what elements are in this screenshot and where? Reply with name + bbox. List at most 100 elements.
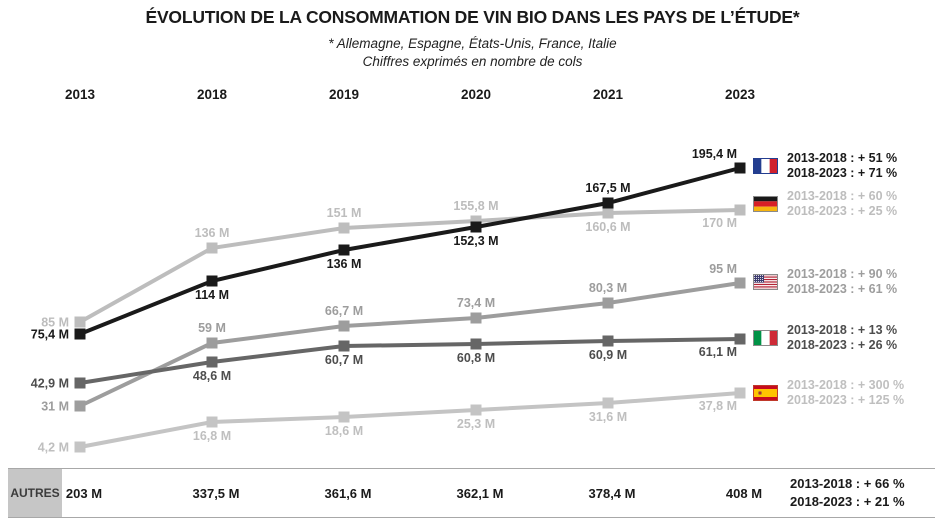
point-spain-2021 <box>602 397 614 409</box>
autres-row: AUTRES 203 M 337,5 M 361,6 M 362,1 M 378,4 M… <box>8 468 935 518</box>
legend-stat-2013-2018-usa: 2013-2018 : + 90 % <box>787 267 898 281</box>
point-label-france-2013: 75,4 M <box>31 328 69 342</box>
point-label-usa-2013: 31 M <box>41 400 69 414</box>
point-label-spain-2019: 18,6 M <box>325 424 363 438</box>
point-germany-2019 <box>338 222 350 234</box>
legend-item-france: 2013-2018 : + 51 % 2018-2023 : + 71 % <box>753 151 897 181</box>
autres-value-2020: 362,1 M <box>456 485 504 501</box>
point-france-2018 <box>206 275 218 287</box>
point-label-spain-2013: 4,2 M <box>38 441 69 455</box>
point-italy-2018 <box>206 356 218 368</box>
point-germany-2020 <box>470 215 482 227</box>
point-label-germany-2019: 151 M <box>327 206 362 220</box>
line-france <box>79 166 741 336</box>
point-label-usa-2020: 73,4 M <box>457 296 495 310</box>
year-tick-2023: 2023 <box>724 87 756 102</box>
autres-growth-stats: 2013-2018 : + 66 % 2018-2023 : + 21 % <box>790 475 905 511</box>
point-italy-2013 <box>74 377 86 389</box>
point-france-2019 <box>338 244 350 256</box>
autres-value-2023: 408 M <box>725 485 763 501</box>
legend-item-usa: 2013-2018 : + 90 % 2018-2023 : + 61 % <box>753 267 897 297</box>
point-label-italy-2020: 60,8 M <box>457 351 495 365</box>
point-usa-2013 <box>74 400 86 412</box>
autres-value-2018: 337,5 M <box>192 485 240 501</box>
point-germany-2023 <box>734 204 746 216</box>
point-label-spain-2020: 25,3 M <box>457 417 495 431</box>
point-spain-2020 <box>470 404 482 416</box>
point-label-spain-2018: 16,8 M <box>193 429 231 443</box>
point-spain-2023 <box>734 387 746 399</box>
point-label-italy-2018: 48,6 M <box>193 369 231 383</box>
page-title: ÉVOLUTION DE LA CONSOMMATION DE VIN BIO … <box>145 7 800 27</box>
year-tick-2019: 2019 <box>328 87 360 102</box>
point-label-france-2023: 195,4 M <box>692 147 737 161</box>
subtitle-countries: * Allemagne, Espagne, États-Unis, France… <box>328 36 617 51</box>
point-label-italy-2013: 42,9 M <box>31 377 69 391</box>
point-label-france-2018: 114 M <box>195 288 229 302</box>
point-label-germany-2023: 170 M <box>702 216 737 230</box>
point-label-germany-2018: 136 M <box>195 226 230 240</box>
point-france-2021 <box>602 197 614 209</box>
legend-stat-2013-2018-italy: 2013-2018 : + 13 % <box>787 323 898 337</box>
point-label-usa-2023: 95 M <box>709 262 737 276</box>
autres-growth-2013-2018: 2013-2018 : + 66 % <box>790 476 905 491</box>
point-label-spain-2021: 31,6 M <box>589 410 627 424</box>
point-label-usa-2021: 80,3 M <box>589 281 627 295</box>
germany-flag-icon <box>753 196 778 212</box>
point-usa-2021 <box>602 297 614 309</box>
italy-flag-icon <box>753 330 778 346</box>
point-label-italy-2019: 60,7 M <box>325 353 363 367</box>
legend-stat-2018-2023-usa: 2018-2023 : + 61 % <box>787 282 898 296</box>
year-tick-2013: 2013 <box>64 87 96 102</box>
usa-flag-icon <box>753 274 778 290</box>
autres-value-2013: 203 M <box>65 485 103 501</box>
point-germany-2018 <box>206 242 218 254</box>
legend-stat-2013-2018-france: 2013-2018 : + 51 % <box>787 151 898 165</box>
year-tick-2018: 2018 <box>196 87 228 102</box>
france-flag-icon <box>753 158 778 174</box>
point-italy-2020 <box>470 338 482 350</box>
point-germany-2021 <box>602 207 614 219</box>
point-italy-2021 <box>602 335 614 347</box>
year-tick-2020: 2020 <box>460 87 492 102</box>
legend-stat-2013-2018-germany: 2013-2018 : + 60 % <box>787 189 898 203</box>
point-label-germany-2021: 160,6 M <box>585 220 630 234</box>
legend-item-spain: 2013-2018 : + 300 % 2018-2023 : + 125 % <box>753 378 904 408</box>
point-label-france-2020: 152,3 M <box>453 234 498 248</box>
point-usa-2023 <box>734 277 746 289</box>
point-label-germany-2020: 155,8 M <box>453 199 498 213</box>
point-germany-2013 <box>74 316 86 328</box>
point-italy-2019 <box>338 340 350 352</box>
point-france-2023 <box>734 162 746 174</box>
legend-stat-2013-2018-spain: 2013-2018 : + 300 % <box>787 378 905 392</box>
point-usa-2019 <box>338 320 350 332</box>
point-usa-2020 <box>470 312 482 324</box>
legend-item-italy: 2013-2018 : + 13 % 2018-2023 : + 26 % <box>753 323 897 353</box>
point-spain-2019 <box>338 411 350 423</box>
point-label-france-2021: 167,5 M <box>585 181 630 195</box>
point-italy-2023 <box>734 333 746 345</box>
point-label-italy-2023: 61,1 M <box>699 345 737 359</box>
point-usa-2018 <box>206 337 218 349</box>
autres-growth-2018-2023: 2018-2023 : + 21 % <box>790 494 905 509</box>
point-label-germany-2013: 85 M <box>41 316 69 330</box>
point-label-italy-2021: 60,9 M <box>589 348 627 362</box>
spain-flag-icon <box>753 385 778 401</box>
point-france-2020 <box>470 221 482 233</box>
point-spain-2018 <box>206 416 218 428</box>
line-spain <box>79 391 741 449</box>
point-label-usa-2019: 66,7 M <box>325 304 363 318</box>
autres-value-2019: 361,6 M <box>324 485 372 501</box>
autres-label: AUTRES <box>8 469 62 517</box>
point-france-2013 <box>74 328 86 340</box>
point-label-france-2019: 136 M <box>327 257 362 271</box>
line-usa <box>79 281 741 408</box>
point-spain-2013 <box>74 441 86 453</box>
legend-stat-2018-2023-spain: 2018-2023 : + 125 % <box>787 393 905 407</box>
legend-stat-2018-2023-france: 2018-2023 : + 71 % <box>787 166 898 180</box>
autres-value-2021: 378,4 M <box>588 485 636 501</box>
point-label-spain-2023: 37,8 M <box>699 399 737 413</box>
point-label-usa-2018: 59 M <box>198 321 226 335</box>
legend-stat-2018-2023-germany: 2018-2023 : + 25 % <box>787 204 898 218</box>
legend-item-germany: 2013-2018 : + 60 % 2018-2023 : + 25 % <box>753 189 897 219</box>
